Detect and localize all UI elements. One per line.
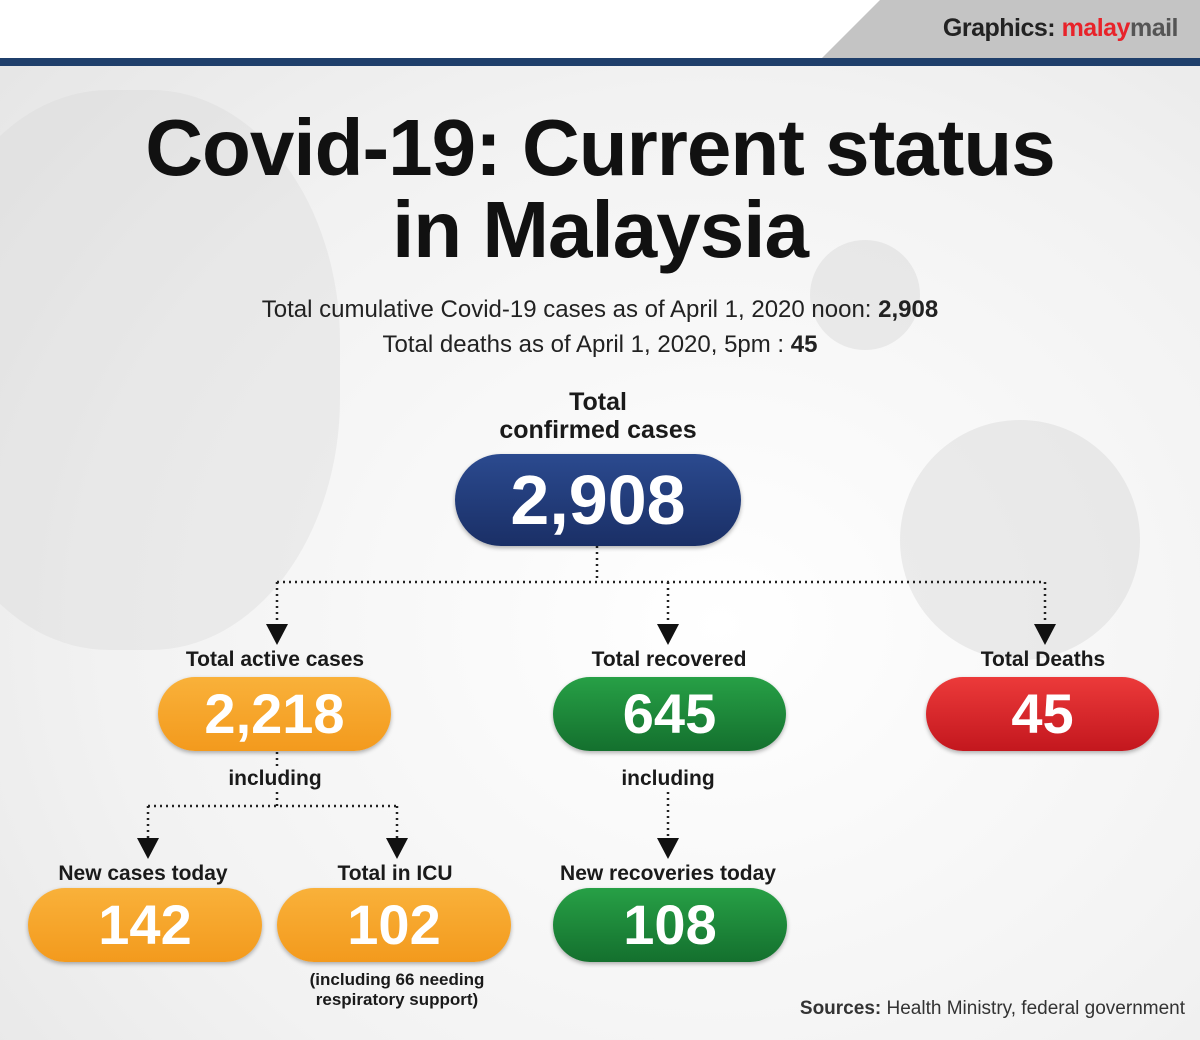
cumulative-cases-line: Total cumulative Covid-19 cases as of Ap…: [0, 296, 1200, 324]
recovered-value: 645: [553, 677, 786, 751]
icu-label: Total in ICU: [337, 862, 453, 885]
deaths-text: Total deaths as of April 1, 2020, 5pm :: [382, 331, 791, 358]
brand-logo-part1: malay: [1061, 14, 1131, 42]
graphics-credit: Graphics: malaymail: [942, 14, 1179, 43]
sources-text: Health Ministry, federal government: [881, 998, 1185, 1019]
deaths-value: 45: [790, 331, 818, 358]
new-recoveries-value: 108: [553, 888, 787, 962]
deaths-value: 45: [926, 677, 1159, 751]
arrow-down-icon: [266, 624, 288, 645]
total-deaths-line: Total deaths as of April 1, 2020, 5pm : …: [0, 331, 1200, 359]
icu-value: 102: [277, 888, 511, 962]
active-cases-label: Total active cases: [185, 648, 365, 671]
active-cases-value: 2,218: [158, 677, 391, 751]
total-confirmed-value: 2,908: [455, 454, 741, 546]
deaths-label: Total Deaths: [980, 648, 1106, 671]
total-confirmed-label: Total confirmed cases: [448, 388, 748, 444]
new-cases-value: 142: [28, 888, 262, 962]
active-including-label: including: [228, 767, 322, 790]
brand-logo-part2: mail: [1129, 14, 1179, 42]
background-photo-decoration: [0, 90, 340, 650]
cases-text: Total cumulative Covid-19 cases as of Ap…: [261, 296, 879, 323]
note-line: respiratory support): [315, 990, 479, 1009]
header-credit-panel: [820, 0, 1200, 60]
icu-note: (including 66 needing respiratory support…: [247, 970, 547, 1010]
sources-credit: Sources: Health Ministry, federal govern…: [800, 998, 1185, 1020]
label-line: Total: [569, 388, 627, 416]
recovered-including-label: including: [621, 767, 715, 790]
arrow-down-icon: [386, 838, 408, 859]
background-virus-decoration: [810, 240, 920, 350]
recovered-label: Total recovered: [591, 648, 747, 671]
note-line: (including 66 needing: [309, 970, 485, 989]
page-title-line2: in Malaysia: [392, 185, 809, 274]
background-virus-decoration: [900, 420, 1140, 660]
cases-value: 2,908: [878, 296, 939, 323]
arrow-down-icon: [657, 624, 679, 645]
header-divider: [0, 58, 1200, 66]
arrow-down-icon: [1034, 624, 1056, 645]
label-line: confirmed cases: [499, 416, 697, 444]
page-title-line1: Covid-19: Current status: [145, 103, 1055, 192]
arrow-down-icon: [137, 838, 159, 859]
new-recoveries-label: New recoveries today: [560, 862, 776, 885]
new-cases-label: New cases today: [58, 862, 228, 885]
sources-label: Sources:: [799, 998, 882, 1019]
arrow-down-icon: [657, 838, 679, 859]
credit-prefix: Graphics:: [942, 14, 1056, 42]
